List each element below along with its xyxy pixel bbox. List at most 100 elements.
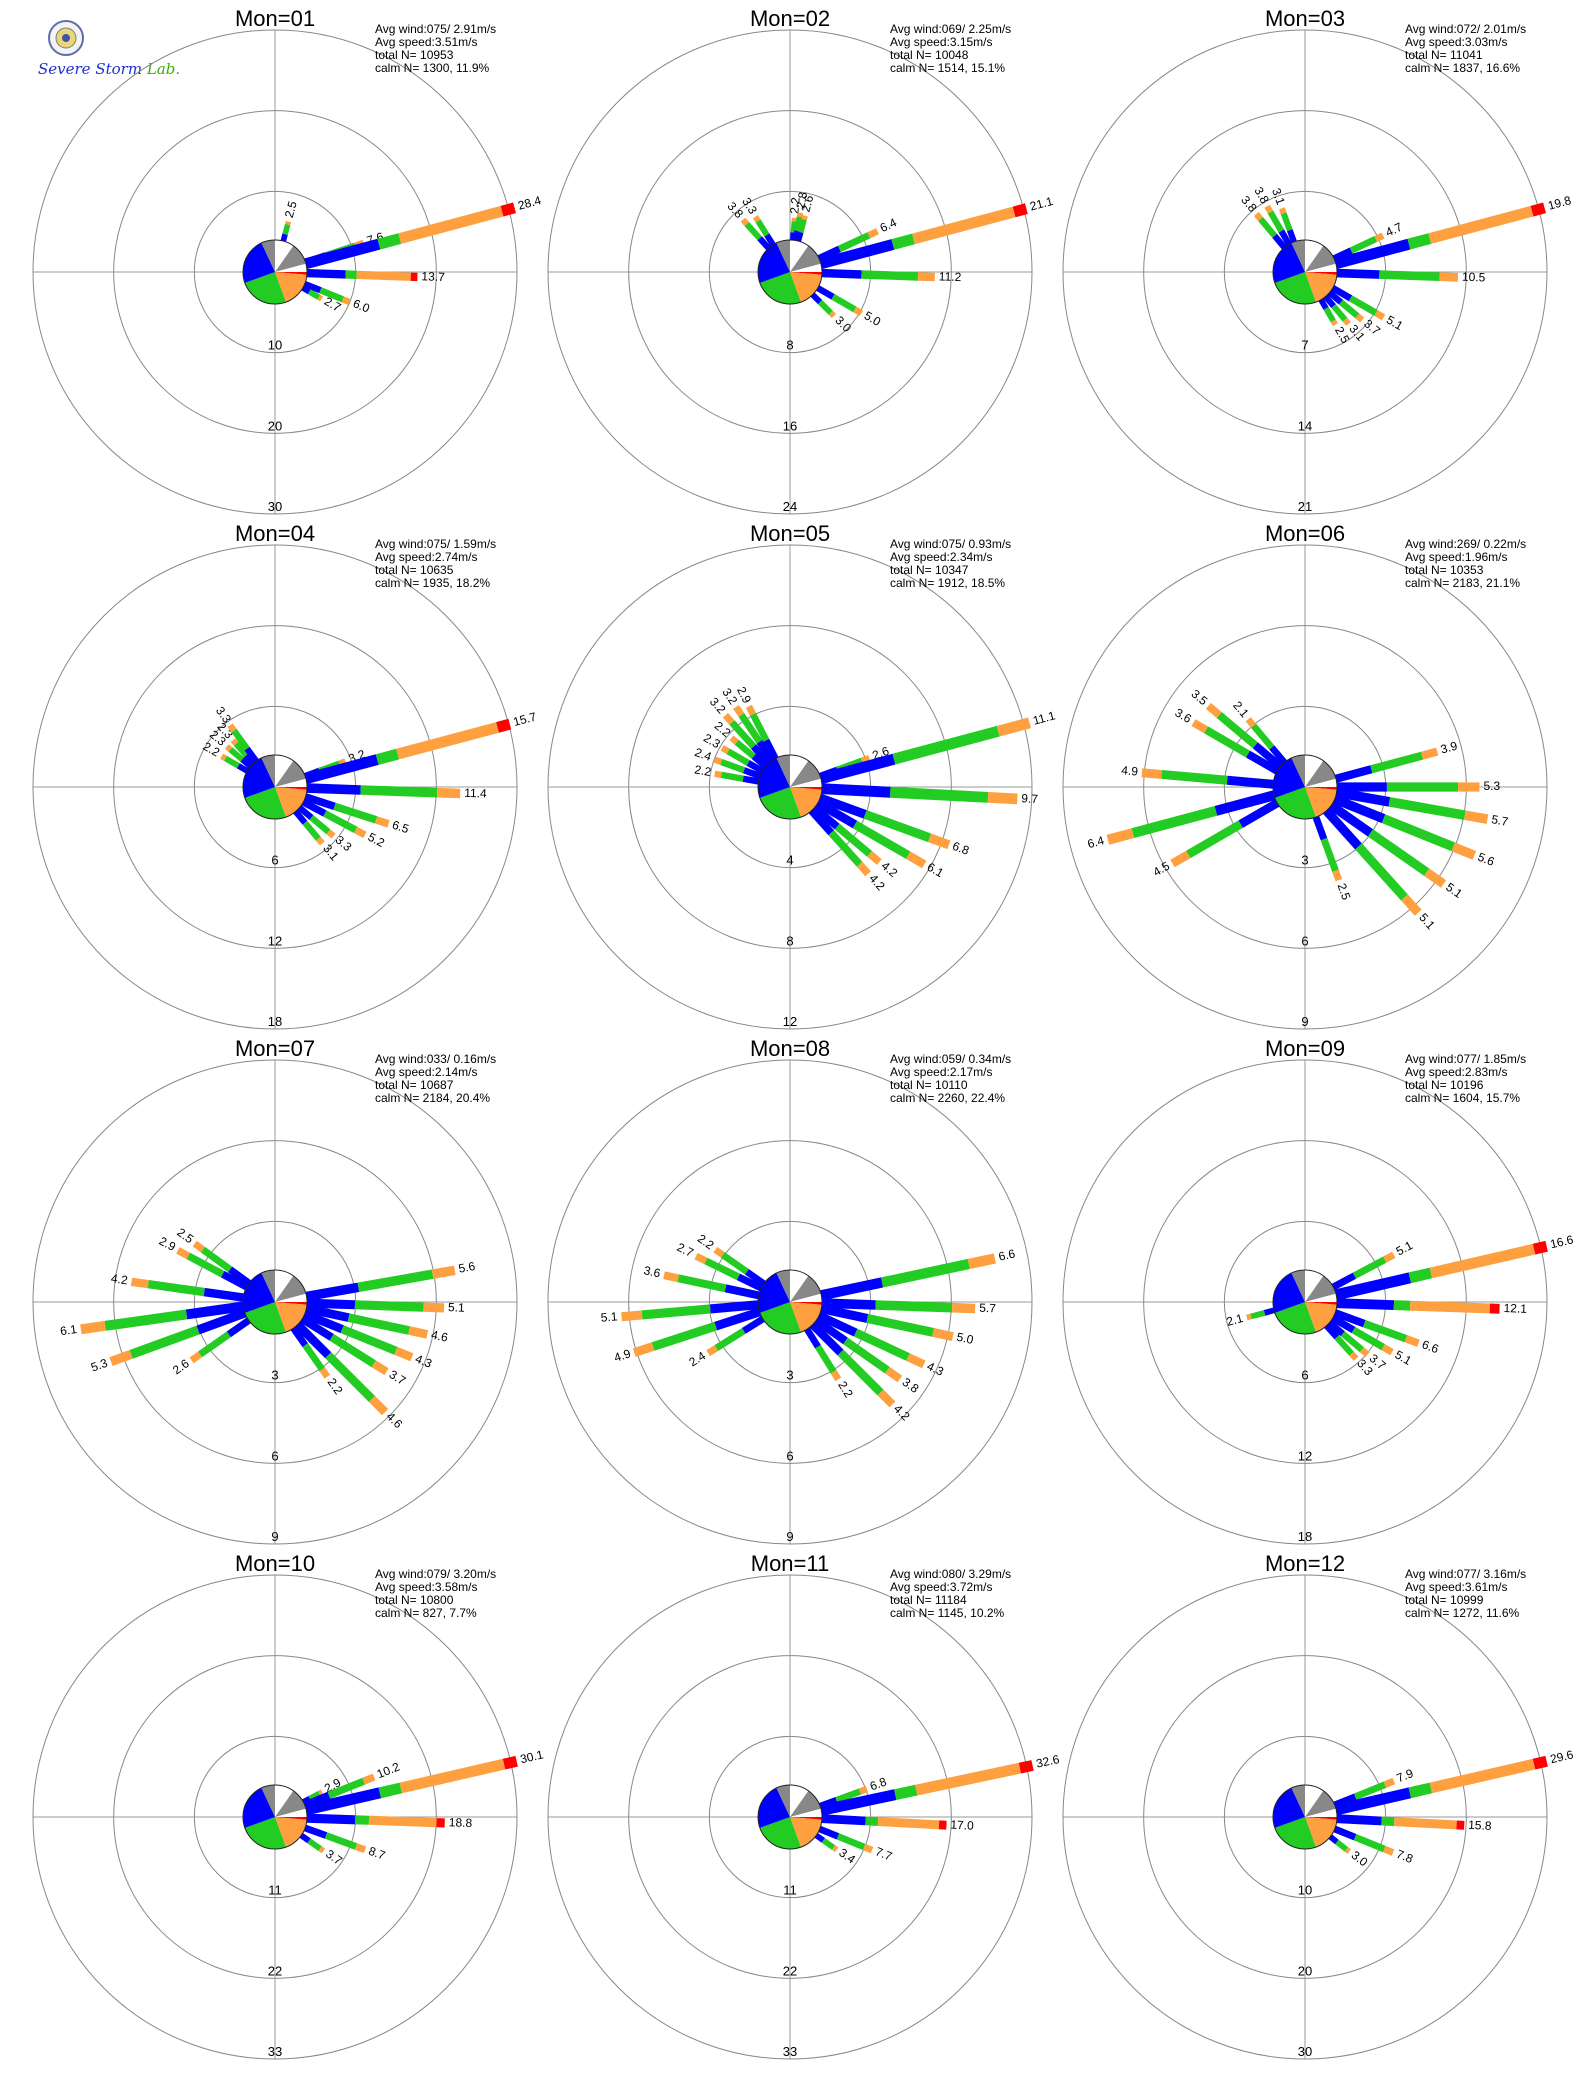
petal-segment-blue [1332,794,1386,824]
ring-label: 16 [783,418,797,433]
lab-logo-text: Severe Storm Lab. [38,60,180,78]
ring-label: 21 [1298,499,1312,514]
panel-title: Mon=06 [1265,521,1345,546]
petal-segment-green [1370,751,1424,774]
petal-label: 5.0 [862,308,884,329]
petal-segment-orange [694,1252,708,1265]
petal-segment-blue [297,805,314,820]
petal-segment-orange [831,1845,839,1852]
stat-line: Avg wind:075/ 1.59m/s [375,537,496,551]
petal-label: 15.8 [1468,1818,1492,1833]
stat-line: Avg speed:2.14m/s [375,1065,478,1079]
petal-segment-orange [319,1367,331,1379]
petal-segment-orange [1428,205,1534,244]
stat-line: calm N= 1145, 10.2% [890,1606,1005,1620]
petal-label: 2.2 [787,196,802,214]
petal-segment-blue [821,783,891,798]
petal-segment-blue [1214,790,1276,816]
petal-segment-blue [1334,1787,1412,1816]
stat-line: total N= 10353 [1405,563,1484,577]
petal-segment-blue [293,809,308,825]
petal-segment-blue [816,285,835,300]
stat-line: Avg speed:3.51m/s [375,35,478,49]
petal-segment-blue [244,753,256,766]
petal-label: 32.6 [1035,1752,1061,1771]
petal-label: 2.9 [734,684,754,706]
petal-segment-blue [1323,294,1336,308]
petal-segment-blue [300,1315,334,1341]
petal-segment-orange [885,1366,903,1383]
stat-line: calm N= 2183, 21.1% [1405,576,1520,590]
petal-label: 5.1 [1393,1348,1415,1369]
petal-segment-green [755,219,770,237]
calm-pie-slice [275,272,308,275]
petal-segment-orange [399,1758,506,1794]
petal-segment-blue [819,753,896,784]
petal-segment-green [340,1325,398,1355]
petal-label: 3.3 [213,704,234,726]
petal-label: 5.7 [979,1301,996,1316]
petal-segment-blue [817,1311,858,1337]
petal-label: 2.5 [282,199,300,219]
calm-pie-slice [790,778,822,787]
petal-segment-blue [763,738,779,760]
petal-label: 5.2 [366,830,388,850]
petal-segment-green [837,1349,884,1396]
calm-circle [757,1784,823,1850]
ring-circle [628,1140,952,1464]
petal-segment-green [797,218,807,233]
petal-segment-blue [820,1277,884,1301]
petal-segment-green [831,294,857,313]
petal-segment-orange [729,735,739,745]
petal-segment-green [233,741,249,758]
petal-label: 6.4 [1086,833,1106,851]
calm-pie-slice [275,1817,307,1848]
petal-segment-blue [742,767,761,780]
petal-segment-orange [1253,211,1263,221]
petal-segment-green [1131,806,1218,838]
ring-circle [113,1655,437,1979]
petal-segment-orange [1359,1347,1370,1357]
petal-label: 5.6 [457,1259,476,1276]
petal-label: 7.7 [873,1844,894,1863]
ring-circle [628,1655,952,1979]
petal-segment-orange [745,704,756,716]
petal-segment-green [1331,304,1348,322]
petal-segment-green [1386,782,1459,792]
stat-line: calm N= 2184, 20.4% [375,1091,490,1105]
petal-segment-green [1335,1839,1349,1852]
ring-label: 18 [1298,1529,1312,1544]
petal-label: 3.0 [1349,1848,1371,1870]
lab-logo-lab: Lab. [146,60,181,78]
panel-title: Mon=11 [751,1551,829,1576]
petal-label: 2.6 [170,1356,192,1377]
stat-line: total N= 10196 [1405,1078,1484,1092]
petal-segment-green [129,1325,200,1359]
petal-segment-orange [1381,1344,1394,1356]
petal-segment-blue [746,760,764,774]
stat-line: Avg speed:2.17m/s [890,1065,993,1079]
petal-segment-green [1251,723,1275,750]
ring-circle [547,544,1033,1030]
petal-segment-green [821,1838,836,1850]
petal-segment-blue [1331,285,1353,302]
ring-label: 9 [786,1529,793,1544]
petal-segment-red [1532,1240,1548,1255]
calm-pie-slice [790,1790,821,1817]
calm-pie-slice [790,272,823,275]
ring-label: 6 [271,853,278,868]
petal-label: 4.9 [612,1346,633,1365]
windrose-panel: 11 22 33 6.8 32.6 17.0 7.7 3.4 Mon=11 Avg wind:08… [547,1551,1061,2060]
ring-circle [32,1574,518,2060]
petal-segment-red [496,718,512,733]
petal-segment-orange [394,1346,414,1362]
petal-segment-blue [742,775,759,785]
calm-pie-slice [790,787,822,818]
ring-label: 6 [1301,933,1308,948]
calm-pie-slice [790,1302,823,1305]
petal-label: 3.4 [836,1845,858,1866]
petal-segment-blue [709,1300,759,1314]
petal-label: 21.1 [1028,194,1054,214]
petal-segment-orange [1394,1817,1457,1830]
